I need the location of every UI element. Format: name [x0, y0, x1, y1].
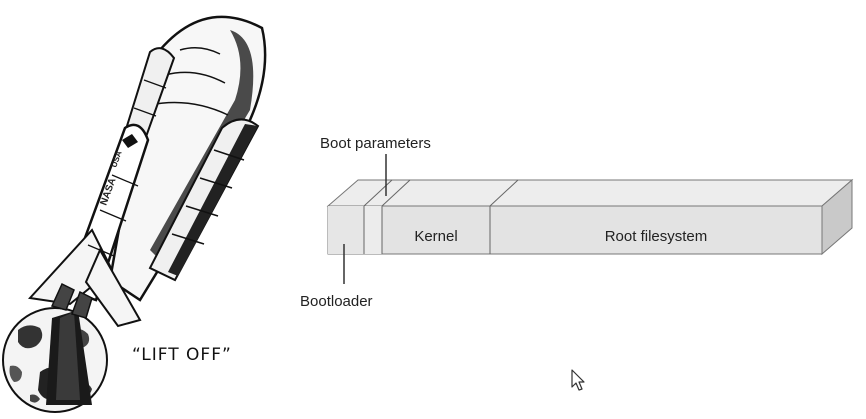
- boot-image-layout-diagram: Kernel Root filesystem Boot parameters B…: [300, 135, 854, 310]
- lift-off-caption: “LIFT OFF”: [132, 345, 232, 365]
- right-booster: [148, 118, 260, 282]
- segment-boot-parameters: [364, 206, 382, 254]
- segment-label-kernel: Kernel: [414, 228, 457, 245]
- callout-bootloader: Bootloader: [300, 293, 373, 310]
- exhaust-plume: [46, 310, 92, 405]
- callout-boot-parameters: Boot parameters: [320, 135, 431, 152]
- segment-label-root-filesystem: Root filesystem: [605, 228, 708, 245]
- bar-front-face: [327, 205, 823, 255]
- segment-bootloader: [328, 206, 364, 254]
- bar-top-face: [326, 179, 854, 207]
- space-shuttle-illustration: NASA USA “LIFT OFF”: [2, 15, 267, 413]
- arrow-cursor-icon: [571, 369, 585, 391]
- orbiter: NASA USA: [27, 123, 150, 328]
- segment-dividers: [363, 179, 519, 254]
